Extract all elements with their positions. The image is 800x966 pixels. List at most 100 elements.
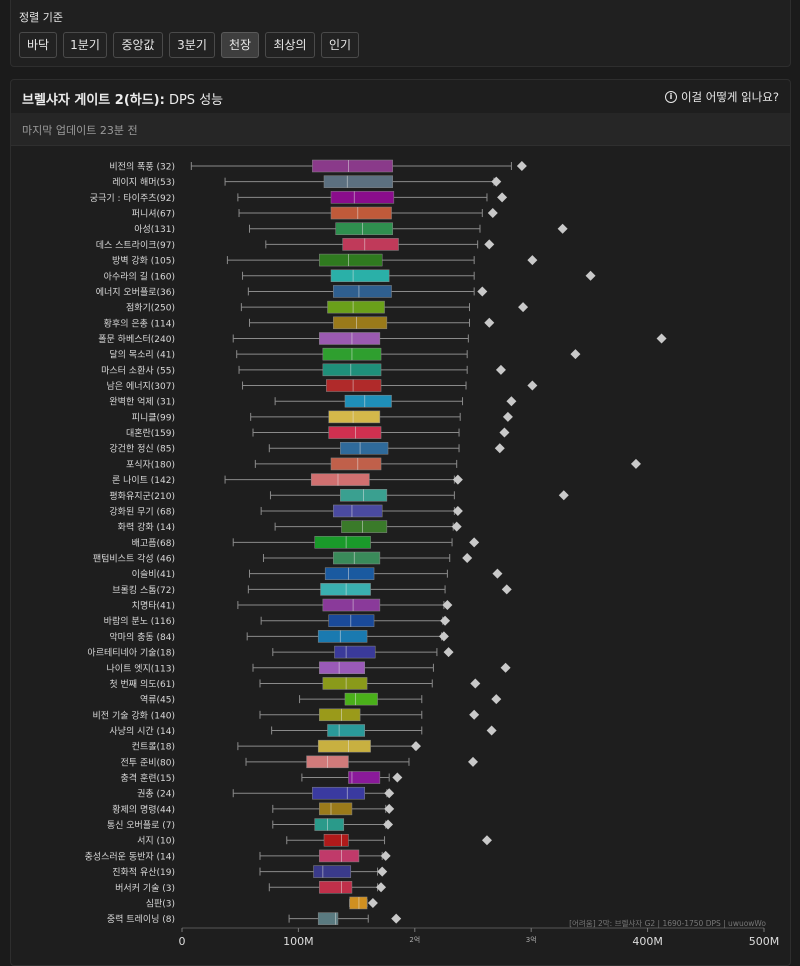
row-label: 치명타(41): [132, 600, 175, 612]
iqr-box: [319, 253, 383, 267]
row-label: 아성(131): [134, 224, 175, 235]
iqr-box: [344, 692, 378, 706]
best-marker: [452, 505, 463, 516]
help-link[interactable]: i 이걸 어떻게 읽나요?: [664, 89, 779, 105]
best-marker: [477, 286, 488, 297]
best-marker: [481, 835, 492, 846]
x-tick-label: 3억: [526, 936, 537, 944]
iqr-box: [323, 175, 393, 188]
best-marker: [440, 615, 451, 626]
row-label: 이슬비(41): [132, 569, 175, 580]
iqr-box: [330, 457, 382, 471]
best-marker: [410, 741, 421, 752]
best-marker: [527, 255, 538, 266]
best-marker: [377, 866, 388, 877]
best-marker: [494, 443, 505, 454]
iqr-box: [317, 739, 371, 753]
row-label: 사냥의 시간 (14): [109, 726, 175, 737]
row-label: 통신 오버플로 (7): [107, 820, 175, 831]
row-label: 황제의 명령(44): [112, 803, 175, 815]
best-marker: [384, 803, 395, 814]
row-label: 남은 에너지(307): [107, 381, 175, 392]
best-marker: [484, 317, 495, 328]
iqr-box: [341, 520, 388, 533]
row-label: 진화적 유산(19): [112, 866, 175, 878]
sort-button-4[interactable]: 3분기: [169, 32, 215, 58]
iqr-box: [324, 567, 375, 580]
row-label: 나이트 엣지(113): [107, 663, 175, 674]
iqr-box: [314, 536, 371, 549]
row-label: 비전의 폭풍 (32): [109, 162, 175, 173]
iqr-box: [330, 269, 390, 283]
row-label: 폴문 하베스터(240): [98, 334, 175, 345]
best-marker: [438, 631, 449, 642]
best-marker: [468, 756, 478, 767]
iqr-box: [328, 614, 375, 627]
sort-button-6[interactable]: 최상의: [265, 32, 315, 58]
best-marker: [492, 568, 503, 579]
row-label: 심판(3): [146, 898, 175, 909]
updated-bar: [11, 113, 790, 146]
row-label: 강건한 정신 (85): [109, 444, 175, 455]
row-label: 버서커 기술 (3): [115, 883, 175, 894]
iqr-box: [333, 504, 383, 518]
sort-panel: 정렬 기준 바닥 1분기 중앙값 3분기 천장 최상의 인기: [10, 0, 791, 67]
iqr-box: [334, 645, 376, 659]
row-label: 배고픔(68): [132, 538, 175, 549]
row-label: 비전 기술 강화 (140): [93, 710, 175, 721]
x-tick-label: 0: [179, 935, 186, 948]
sort-button-5[interactable]: 천장: [221, 32, 259, 58]
sort-button-1[interactable]: 바닥: [19, 32, 57, 58]
sort-button-7[interactable]: 인기: [321, 32, 359, 58]
best-marker: [495, 364, 506, 375]
row-label: 포식자(180): [126, 459, 175, 470]
last-updated: 마지막 업데이트 23분 전: [22, 124, 138, 137]
row-label: 강화된 무기 (68): [109, 505, 175, 517]
best-marker: [630, 458, 641, 469]
best-marker: [506, 396, 517, 407]
row-label: 마스터 소환사 (55): [101, 364, 175, 376]
best-marker: [443, 647, 454, 658]
iqr-box: [328, 410, 381, 424]
iqr-box: [322, 363, 382, 377]
sort-button-2[interactable]: 1분기: [63, 32, 107, 58]
best-marker: [585, 270, 596, 281]
row-label: 아수라의 길 (160): [104, 271, 175, 282]
iqr-box: [317, 630, 368, 643]
sort-title: 정렬 기준: [19, 11, 63, 24]
row-label: 피니클(99): [132, 412, 175, 423]
iqr-box: [319, 802, 353, 816]
best-marker: [383, 819, 394, 830]
iqr-box: [327, 300, 385, 314]
best-marker: [469, 537, 480, 548]
sort-button-3[interactable]: 중앙값: [113, 32, 163, 58]
best-marker: [656, 333, 667, 344]
best-marker: [462, 553, 473, 563]
row-label: 서지 (10): [137, 836, 175, 847]
iqr-box: [319, 708, 361, 722]
best-marker: [384, 788, 395, 799]
row-label: 에너지 오버플로(36): [96, 287, 175, 298]
iqr-box: [322, 598, 381, 612]
best-marker: [500, 662, 511, 673]
iqr-box: [342, 238, 399, 251]
row-label: 컨트롤(18): [132, 742, 175, 753]
row-label: 론 나이트 (142): [112, 475, 175, 486]
iqr-box: [330, 191, 395, 204]
row-label: 역류(45): [140, 695, 175, 706]
row-label: 충성스러운 동반자 (14): [85, 851, 175, 862]
best-marker: [570, 349, 581, 360]
best-marker: [516, 161, 527, 171]
iqr-box: [333, 285, 392, 298]
best-marker: [499, 427, 510, 438]
chart-title-rest: DPS 성능: [164, 93, 224, 108]
iqr-box: [319, 881, 353, 894]
iqr-box: [335, 222, 393, 235]
row-label: 악마의 충동 (84): [109, 631, 175, 643]
iqr-box: [323, 833, 349, 847]
iqr-box: [314, 818, 345, 831]
iqr-box: [319, 849, 360, 863]
best-marker: [518, 302, 529, 313]
iqr-box: [326, 379, 382, 392]
best-marker: [487, 208, 498, 219]
